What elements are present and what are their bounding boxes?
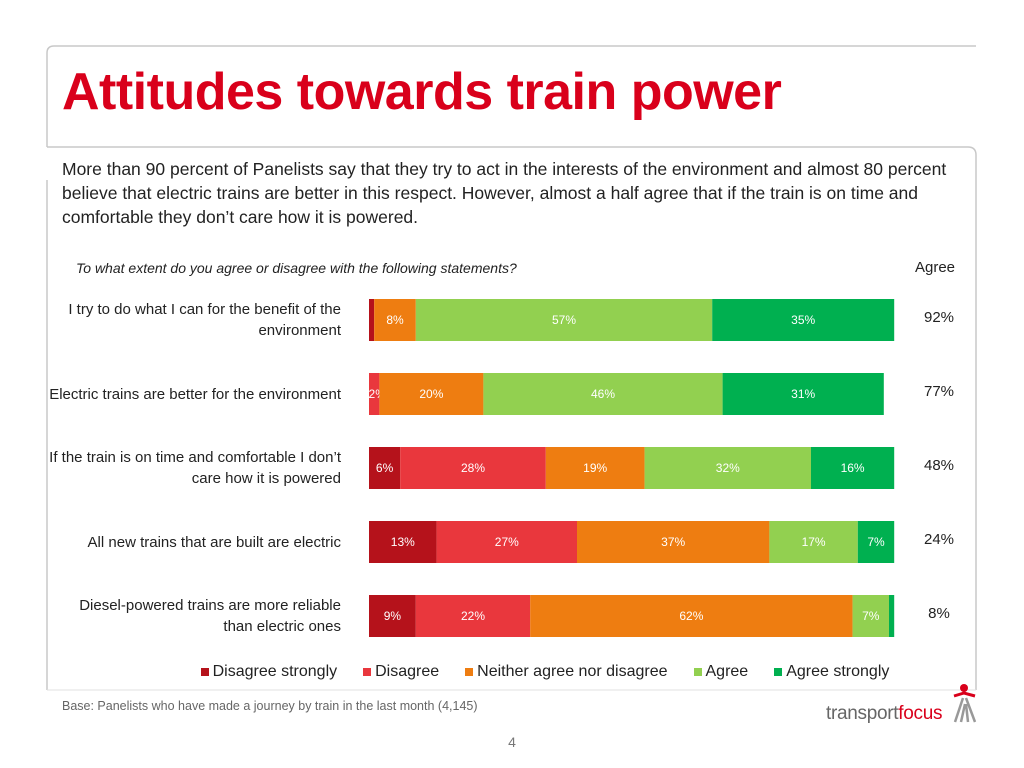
subtitle: More than 90 percent of Panelists say th… — [62, 159, 947, 227]
data-label: 57% — [552, 313, 576, 327]
agree-total: 77% — [923, 382, 955, 400]
bar-segment — [530, 595, 853, 637]
data-label: 8% — [386, 313, 404, 327]
legend-item: Disagree — [363, 663, 439, 681]
legend-label: Disagree — [375, 663, 440, 680]
logo: transportfocus — [826, 703, 943, 725]
bar-segment — [857, 521, 895, 563]
legend-swatch — [693, 668, 702, 676]
data-label: 19% — [583, 461, 607, 475]
legend-swatch — [363, 668, 372, 676]
legend-item: Disagree strongly — [200, 663, 338, 681]
data-label: 31% — [791, 387, 815, 401]
legend-swatch — [200, 668, 209, 676]
data-label: 32% — [716, 461, 740, 475]
category-label: I try to do what I can for the benefit o… — [68, 301, 341, 339]
bar-segment — [374, 299, 416, 341]
legend: Disagree strongly Disagree Neither agree n… — [0, 663, 1024, 681]
bar-segment — [644, 447, 811, 489]
category-label: Electric trains are better for the envir… — [49, 385, 341, 403]
bar-segment — [369, 521, 437, 563]
legend-label: Agree strongly — [786, 663, 890, 680]
bar-segment — [369, 299, 375, 341]
data-label: 17% — [802, 535, 826, 549]
agree-total: 48% — [923, 456, 955, 474]
data-label: 7% — [867, 535, 885, 549]
data-label: 35% — [791, 313, 815, 327]
category-label: All new trains that are built are electr… — [87, 533, 341, 551]
data-label: 62% — [679, 609, 703, 623]
data-label: 46% — [591, 387, 615, 401]
data-label: 13% — [391, 535, 415, 549]
bar-segment — [852, 595, 889, 637]
question: To what extent do you agree or disagree … — [76, 260, 517, 276]
bar-segment — [712, 299, 895, 341]
bar-segment — [400, 447, 546, 489]
data-label: 27% — [495, 535, 519, 549]
data-label: 20% — [419, 387, 443, 401]
legend-swatch — [465, 668, 474, 676]
legend-item: Neither agree nor disagree — [465, 663, 668, 681]
bar-segment — [545, 447, 645, 489]
legend-item: Agree — [693, 663, 749, 681]
data-label: 16% — [841, 461, 865, 475]
bar-segment — [379, 373, 484, 415]
legend-swatch — [774, 668, 783, 676]
logo-text: focus — [898, 703, 943, 724]
bar-segment — [577, 521, 770, 563]
bar-segment — [769, 521, 858, 563]
bar-segment — [811, 447, 895, 489]
legend-item: Agree strongly — [774, 663, 889, 681]
bar-segment — [483, 373, 723, 415]
bar-segment — [415, 595, 531, 637]
bar-segment — [415, 299, 713, 341]
bar-segment — [369, 595, 416, 637]
base-note: Base: Panelists who have made a journey … — [62, 699, 478, 713]
legend-label: Neither agree nor disagree — [477, 663, 668, 680]
bar-segment — [436, 521, 577, 563]
agree-total: 8% — [928, 604, 950, 622]
data-label: 28% — [461, 461, 485, 475]
data-label: 7% — [862, 609, 880, 623]
data-label: 9% — [384, 609, 402, 623]
agree-total: 24% — [923, 530, 955, 548]
bar-segment — [722, 373, 884, 415]
legend-label: Agree — [705, 663, 749, 680]
bar-segment — [369, 373, 380, 415]
data-label: 22% — [461, 609, 485, 623]
data-label: 6% — [376, 461, 394, 475]
bar-segment — [369, 447, 401, 489]
category-label: If the train is on time and comfortable … — [49, 449, 341, 487]
title: Attitudes towards train power — [62, 63, 782, 121]
bar-segment — [889, 595, 895, 637]
page-number: 4 — [508, 734, 516, 750]
logo-icon — [953, 684, 977, 723]
totals-header: Agree — [914, 259, 956, 276]
category-label: Diesel-powered trains are more reliable … — [79, 597, 341, 635]
agree-total: 92% — [923, 308, 955, 326]
data-label: 37% — [661, 535, 685, 549]
legend-label: Disagree strongly — [212, 663, 338, 680]
logo-text: transport — [826, 703, 899, 724]
